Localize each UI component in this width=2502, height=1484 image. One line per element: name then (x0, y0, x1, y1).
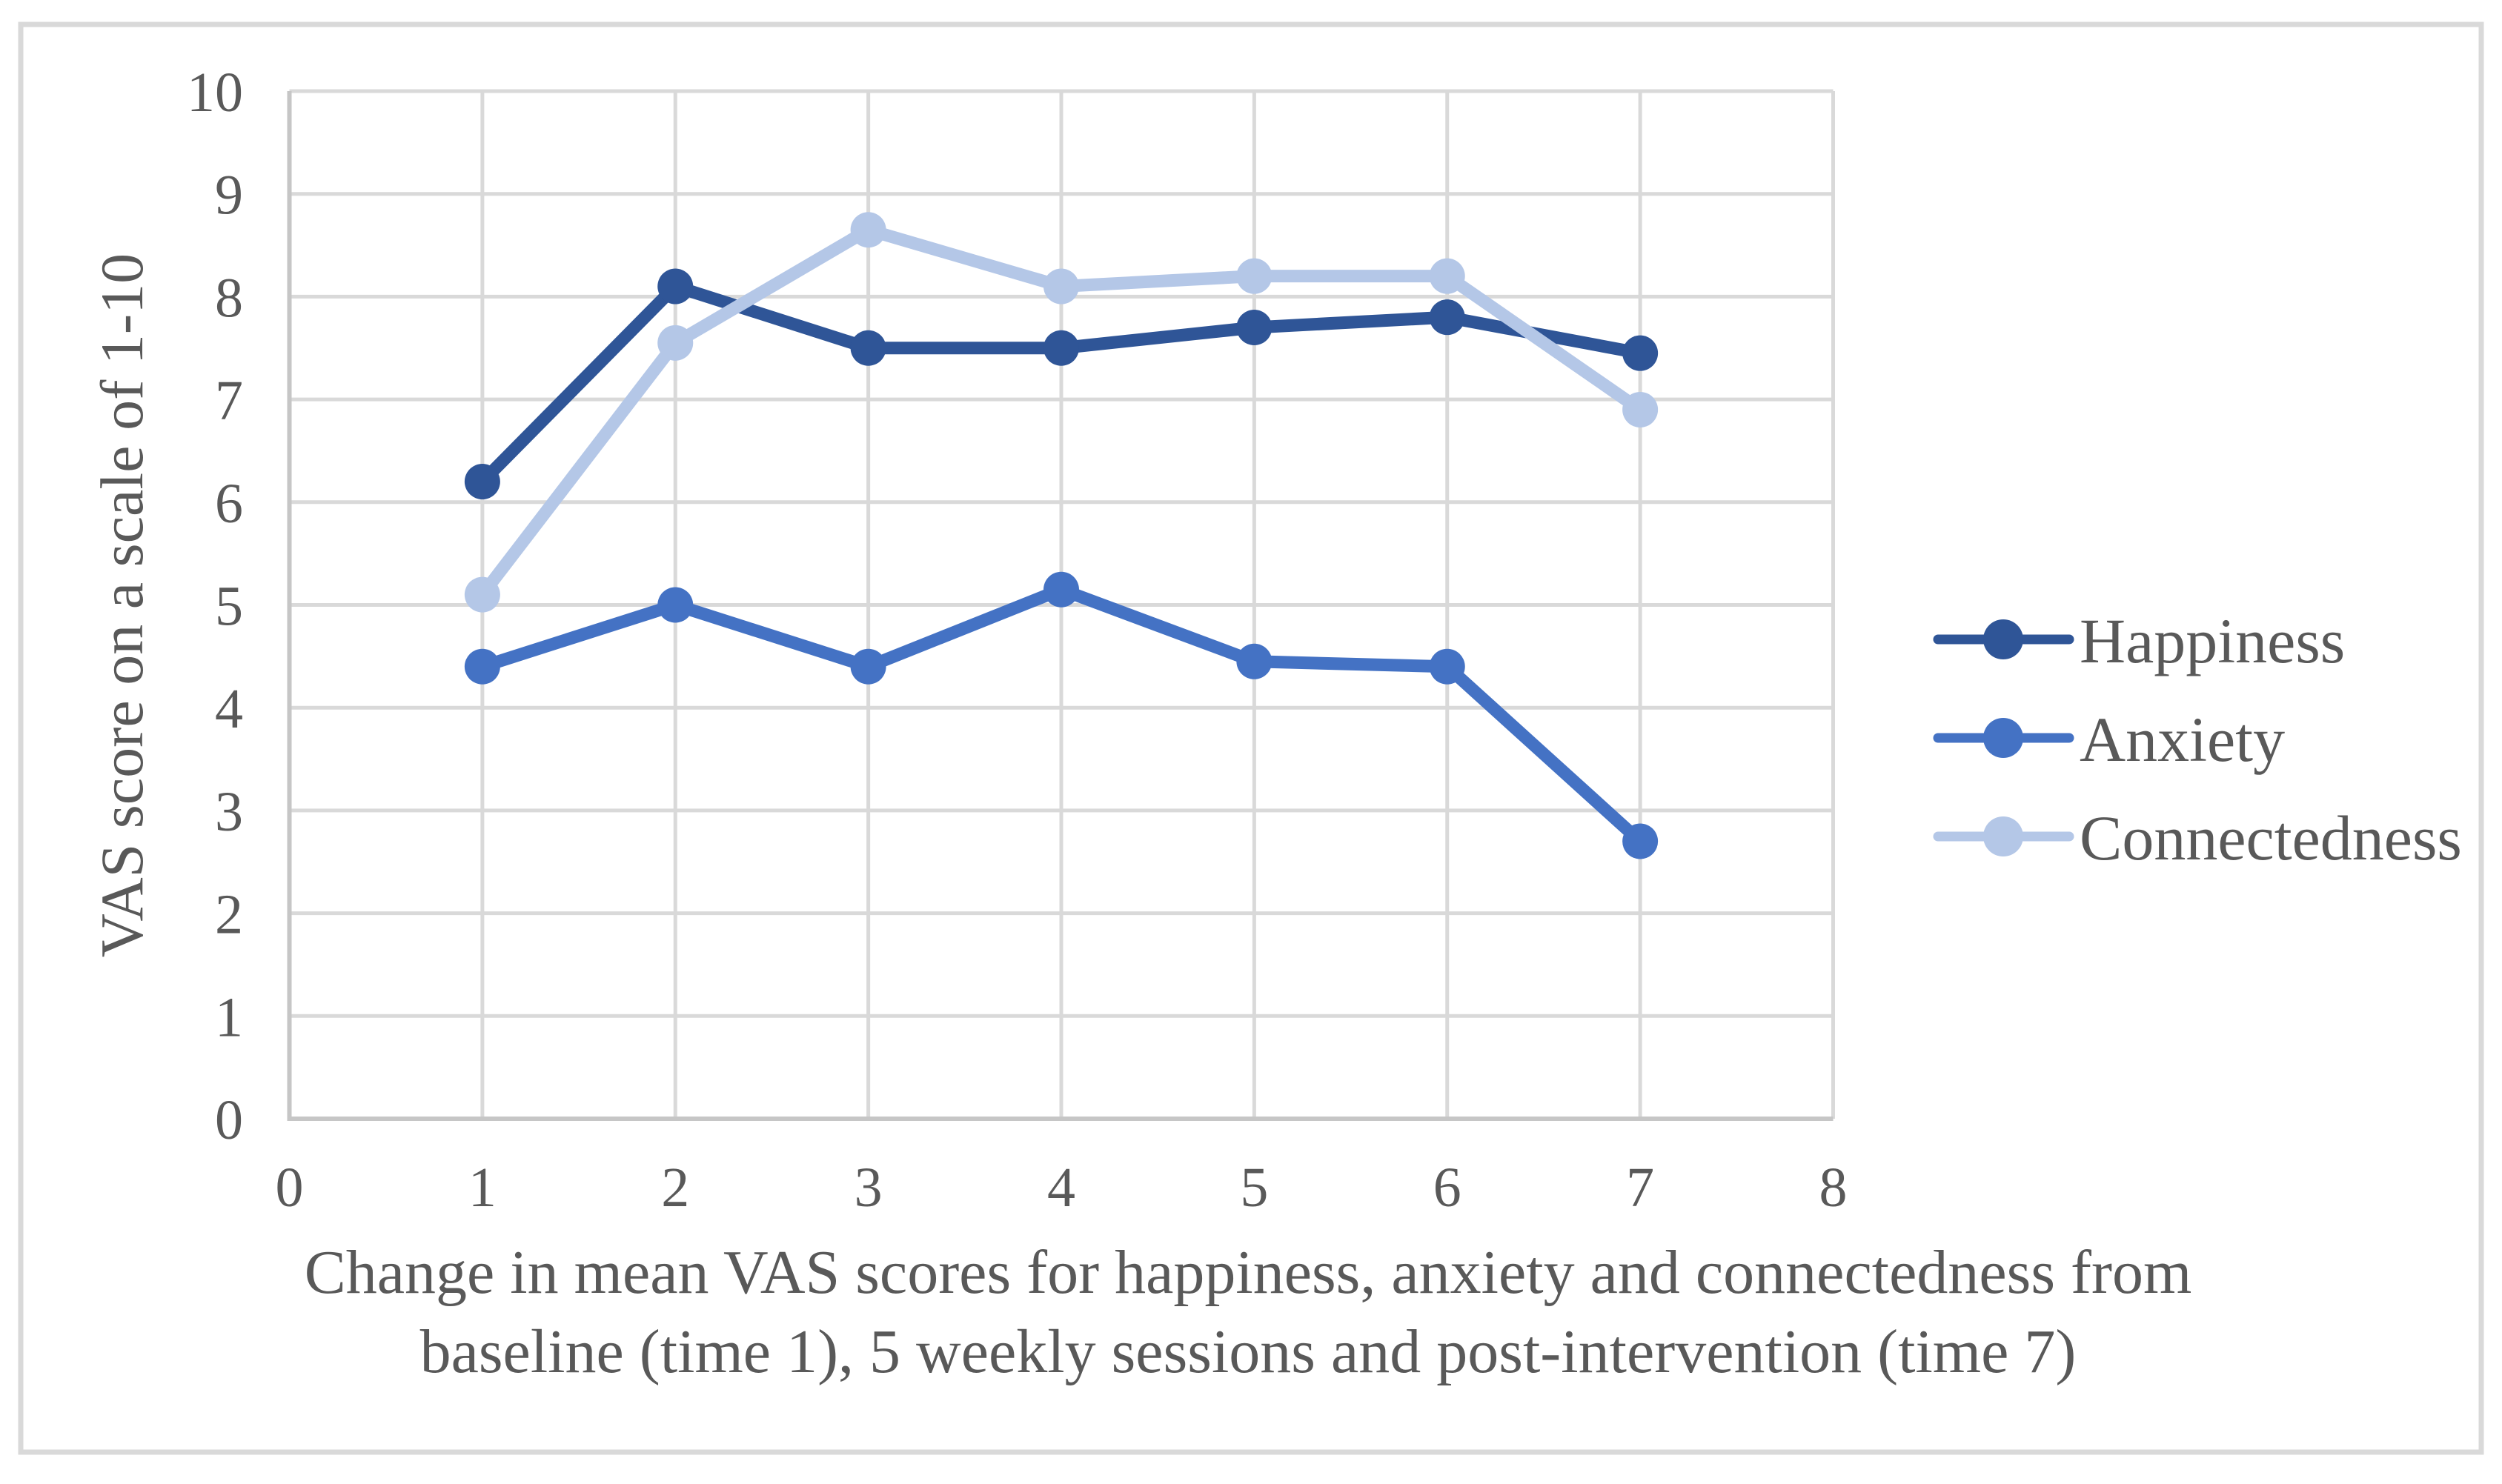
caption-line-2: baseline (time 1), 5 weekly sessions and… (420, 1317, 2077, 1386)
series-anxiety-point-4 (1043, 571, 1079, 608)
series-connectedness-point-3 (850, 212, 886, 248)
series-connectedness (464, 212, 1659, 613)
gridlines (289, 89, 1835, 1119)
data-series (464, 212, 1659, 859)
legend-item-anxiety: Anxiety (1933, 704, 2285, 775)
legend: Happiness Anxiety Connectedness (1933, 605, 2462, 874)
y-tick-label-4: 4 (215, 678, 243, 740)
legend-dot-marker-icon (1983, 816, 2023, 856)
y-tick-label-10: 10 (187, 61, 243, 124)
series-connectedness-point-1 (464, 576, 500, 613)
legend-item-happiness: Happiness (1933, 605, 2345, 676)
series-happiness-point-4 (1043, 330, 1079, 366)
axis-tick-labels: 0 1 2 3 4 5 6 7 8 9 10 0 1 2 3 4 5 6 7 8 (187, 61, 1848, 1219)
x-tick-label-4: 4 (1047, 1157, 1075, 1219)
y-tick-label-2: 2 (215, 884, 243, 946)
x-tick-label-8: 8 (1819, 1157, 1848, 1219)
x-tick-label-5: 5 (1240, 1157, 1268, 1219)
series-anxiety-point-6 (1429, 648, 1465, 685)
series-anxiety-point-5 (1236, 643, 1272, 679)
series-anxiety-point-3 (850, 648, 886, 685)
y-axis-title: VAS score on a scale of 1-10 (88, 253, 156, 957)
x-tick-label-2: 2 (661, 1157, 689, 1219)
y-tick-label-5: 5 (215, 576, 243, 638)
series-happiness-point-3 (850, 330, 886, 366)
legend-item-label: Connectedness (2080, 802, 2462, 874)
series-happiness-point-1 (464, 464, 500, 500)
y-tick-label-9: 9 (215, 164, 243, 227)
x-tick-label-6: 6 (1433, 1157, 1461, 1219)
legend-item-label: Happiness (2080, 605, 2345, 676)
series-happiness-point-2 (657, 268, 694, 305)
x-tick-label-3: 3 (855, 1157, 883, 1219)
y-tick-label-1: 1 (215, 986, 243, 1048)
x-tick-label-0: 0 (276, 1157, 304, 1219)
series-anxiety-point-1 (464, 648, 500, 685)
y-tick-label-8: 8 (215, 267, 243, 329)
x-tick-label-7: 7 (1626, 1157, 1654, 1219)
caption-line-1: Change in mean VAS scores for happiness,… (305, 1238, 2192, 1307)
series-happiness-point-7 (1622, 335, 1659, 371)
series-connectedness-point-4 (1043, 268, 1079, 305)
series-happiness (464, 268, 1659, 500)
figure-border (18, 21, 2484, 1455)
series-connectedness-point-2 (657, 325, 694, 361)
series-connectedness-point-5 (1236, 258, 1272, 294)
series-anxiety-point-7 (1622, 823, 1659, 859)
legend-item-label: Anxiety (2080, 704, 2285, 775)
series-connectedness-point-7 (1622, 391, 1659, 427)
legend-dot-marker-icon (1983, 718, 2023, 758)
series-happiness-point-5 (1236, 310, 1272, 346)
y-tick-label-0: 0 (215, 1089, 243, 1151)
legend-item-connectedness: Connectedness (1933, 802, 2462, 874)
axis-lines (287, 91, 1834, 1121)
legend-dot-marker-icon (1983, 619, 2023, 659)
series-anxiety-point-2 (657, 587, 694, 623)
x-tick-label-1: 1 (468, 1157, 497, 1219)
series-anxiety (464, 571, 1659, 859)
y-tick-label-7: 7 (215, 370, 243, 432)
series-happiness-point-6 (1429, 299, 1465, 336)
y-tick-label-3: 3 (215, 781, 243, 843)
y-tick-label-6: 6 (215, 473, 243, 535)
series-connectedness-point-6 (1429, 258, 1465, 294)
